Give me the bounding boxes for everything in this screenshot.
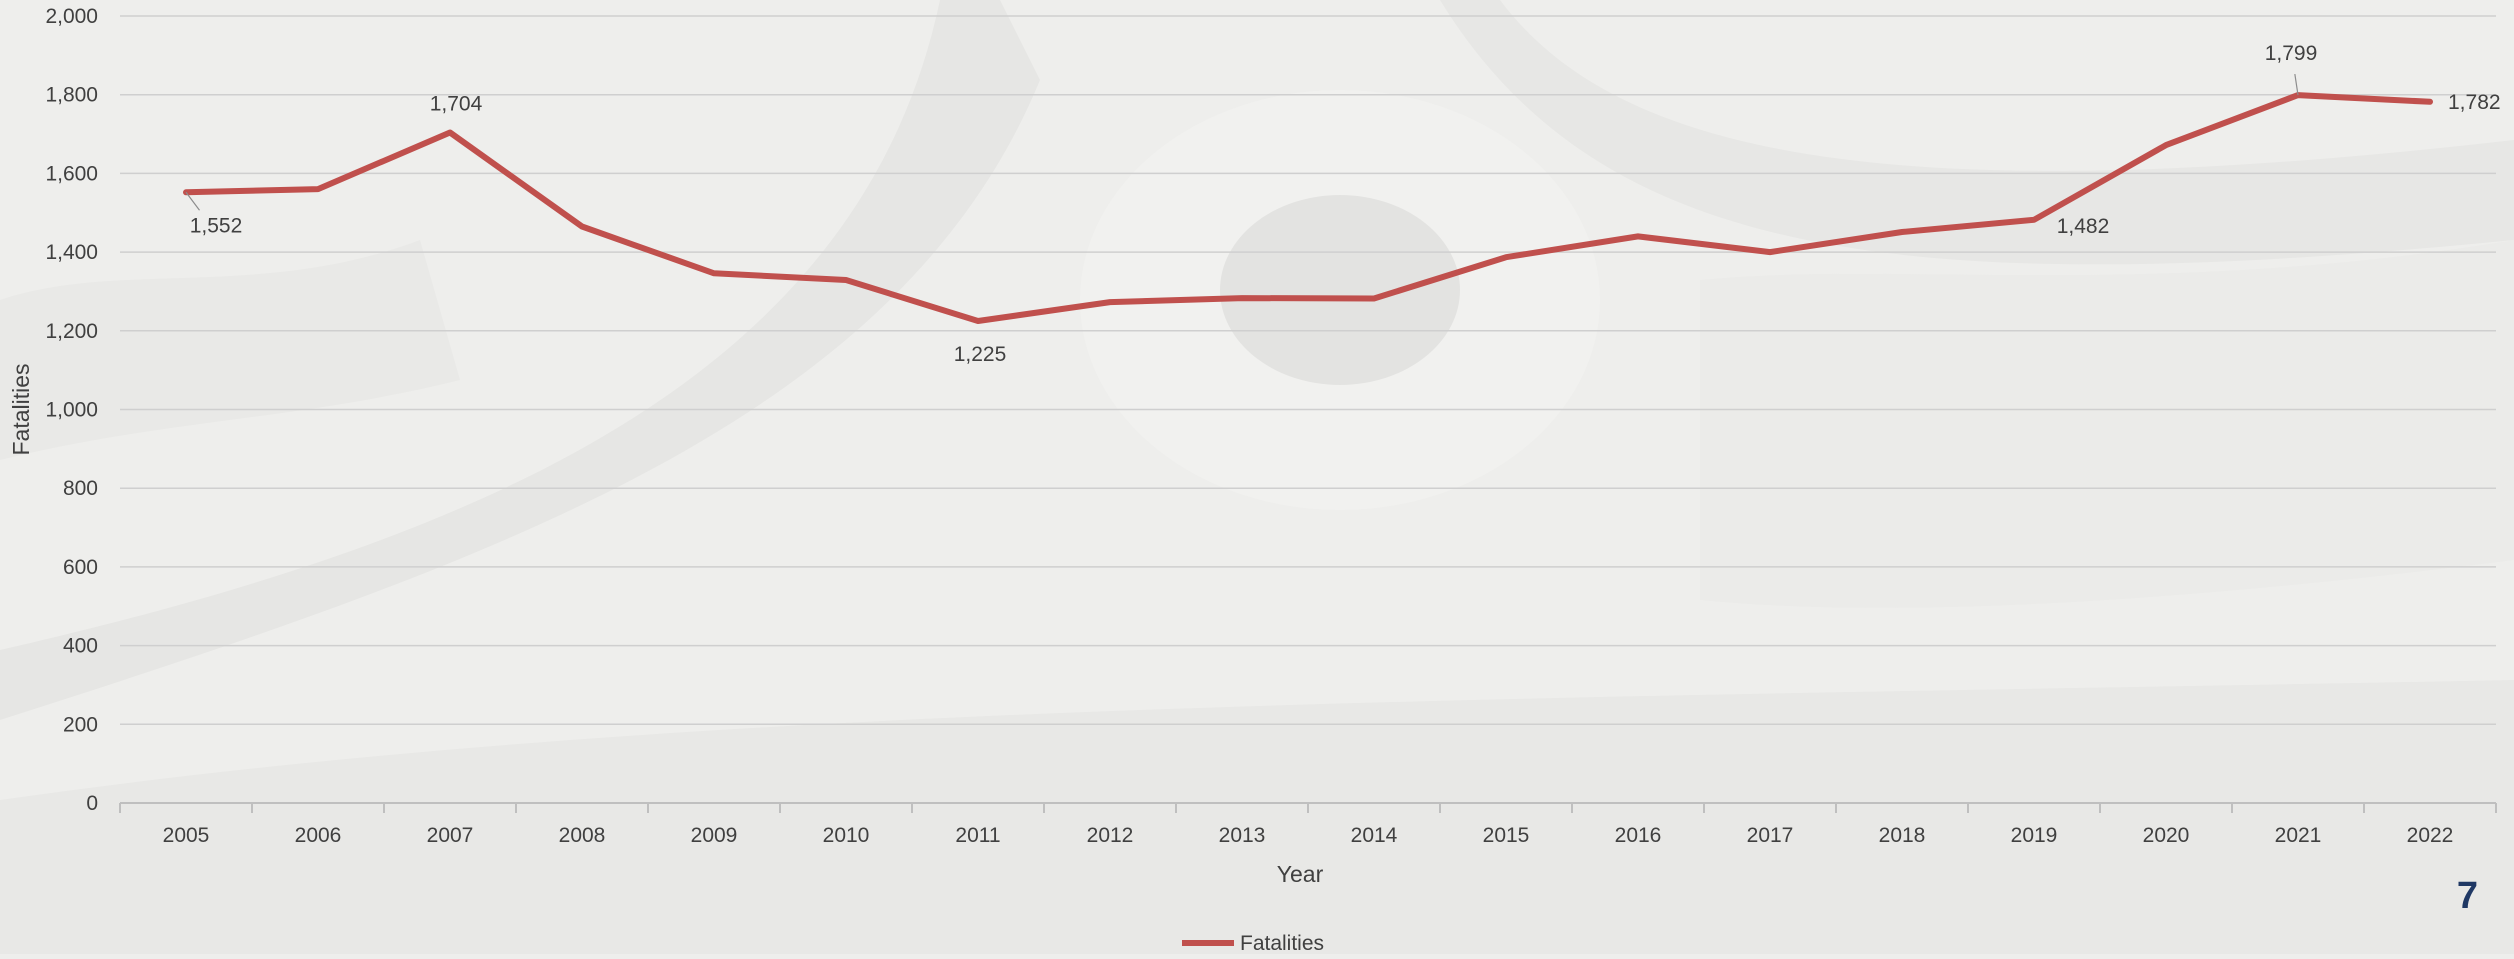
x-tick-label: 2015 xyxy=(1483,824,1530,847)
y-axis-title: Fatalities xyxy=(8,363,34,455)
x-axis-title: Year xyxy=(1277,861,1324,887)
axes xyxy=(119,802,2497,813)
data-point xyxy=(2164,143,2168,148)
data-label: 1,782 xyxy=(2448,91,2501,114)
series-layer xyxy=(183,92,2433,324)
y-tick-label: 1,400 xyxy=(45,241,98,264)
x-tick-label: 2006 xyxy=(295,824,342,847)
x-tick-label: 2018 xyxy=(1879,824,1926,847)
data-point xyxy=(316,187,320,192)
y-tick-label: 2,000 xyxy=(45,5,98,28)
y-tick-label: 1,200 xyxy=(45,320,98,343)
x-tick-label: 2005 xyxy=(163,824,210,847)
data-point xyxy=(1372,296,1376,301)
y-tick-label: 1,800 xyxy=(45,84,98,107)
data-label: 1,482 xyxy=(2057,215,2110,238)
data-point xyxy=(1504,255,1508,260)
data-point xyxy=(2032,217,2036,222)
y-tick-label: 1,000 xyxy=(45,399,98,422)
data-point xyxy=(976,318,980,323)
data-point xyxy=(1240,296,1244,301)
x-tick-label: 2010 xyxy=(823,824,870,847)
data-point xyxy=(2428,99,2432,104)
data-point xyxy=(712,271,716,276)
y-tick-label: 400 xyxy=(63,635,98,658)
x-tick-label: 2020 xyxy=(2143,824,2190,847)
y-axis-tick-labels: 0 200 400 600 800 1,000 1,200 1,400 1,600 1,800 2,… xyxy=(45,5,98,815)
x-tick-label: 2013 xyxy=(1219,824,1266,847)
legend-label: Fatalities xyxy=(1240,932,1324,954)
data-label: 1,704 xyxy=(430,92,483,115)
x-tick-label: 2019 xyxy=(2011,824,2058,847)
x-tick-label: 2011 xyxy=(955,824,1000,847)
legend: Fatalities xyxy=(1182,932,1324,955)
data-point xyxy=(1768,250,1772,255)
data-point xyxy=(580,224,584,229)
page-number: 7 xyxy=(2456,875,2478,917)
y-tick-label: 800 xyxy=(63,477,98,500)
x-tick-label: 2012 xyxy=(1087,824,1134,847)
data-label-leader xyxy=(2294,74,2299,96)
data-label-leader xyxy=(185,191,200,211)
y-tick-label: 1,600 xyxy=(45,162,98,185)
gridlines xyxy=(120,15,2496,726)
data-label: 1,552 xyxy=(190,214,243,237)
series-line-0 xyxy=(183,92,2433,324)
data-point xyxy=(1108,300,1112,305)
y-tick-label: 200 xyxy=(63,713,98,736)
x-tick-label: 2007 xyxy=(427,824,474,847)
data-point xyxy=(448,130,452,135)
data-label: 1,225 xyxy=(954,343,1007,366)
x-axis-tick-labels: 2005 2006 2007 2008 2009 2010 2011 2012 2013 2014… xyxy=(163,824,2454,847)
x-tick-label: 2014 xyxy=(1351,824,1398,847)
data-labels: 1,552 1,704 1,225 1,482 1,799 1,782 xyxy=(185,42,2501,366)
x-tick-label: 2016 xyxy=(1615,824,1662,847)
y-tick-label: 0 xyxy=(86,792,98,815)
x-tick-label: 2021 xyxy=(2275,824,2322,847)
x-tick-label: 2017 xyxy=(1747,824,1794,847)
x-tick-label: 2009 xyxy=(691,824,738,847)
x-tick-label: 2008 xyxy=(559,824,606,847)
data-point xyxy=(844,278,848,283)
data-label: 1,799 xyxy=(2265,42,2318,65)
data-point xyxy=(1900,230,1904,235)
y-tick-label: 600 xyxy=(63,556,98,579)
data-point xyxy=(1636,234,1640,239)
x-tick-label: 2022 xyxy=(2407,824,2454,847)
